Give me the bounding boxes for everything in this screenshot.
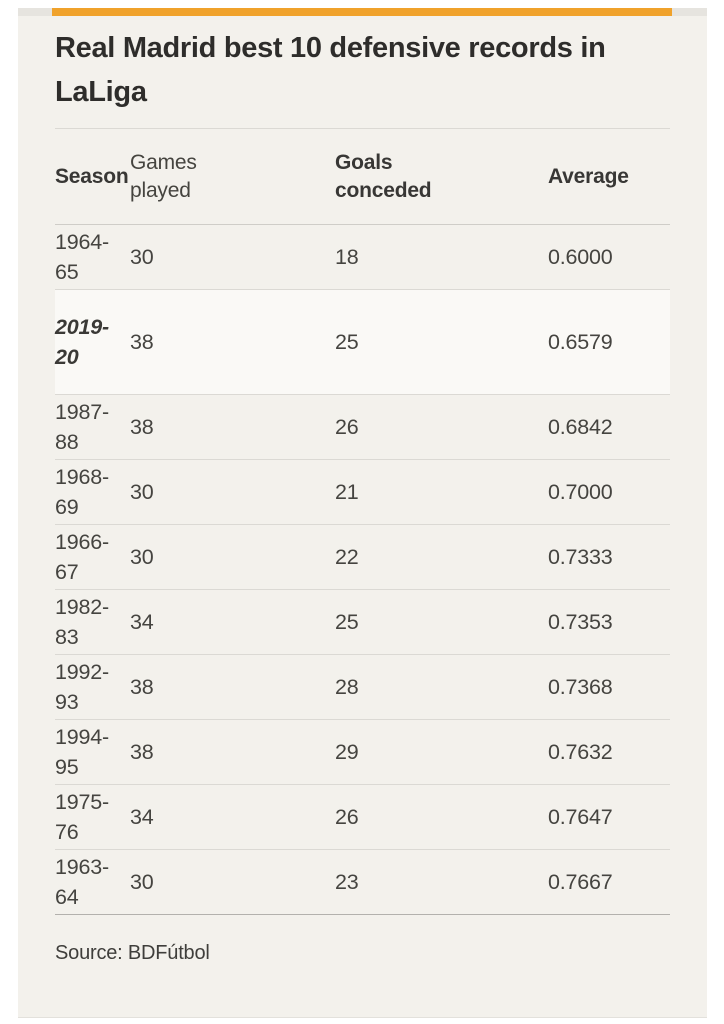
column-header-games-played: Games played	[130, 129, 335, 225]
cell-season: 1968-69	[55, 465, 109, 519]
source-note: Source: BDFútbol	[55, 942, 210, 964]
top-bar	[18, 8, 707, 16]
cell-games-played: 38	[130, 289, 335, 395]
cell-season: 1975-76	[55, 790, 109, 844]
cell-season: 1966-67	[55, 530, 109, 584]
table-row: 1968-69 30 21 0.7000	[55, 460, 670, 525]
cell-season: 1987-88	[55, 400, 109, 454]
column-header-season-label: Season	[55, 164, 129, 188]
cell-goals-conceded: 23	[335, 870, 359, 894]
table-row: 1994-95 38 29 0.7632	[55, 720, 670, 785]
column-header-games-played-label: Games played	[130, 150, 197, 202]
column-header-average: Average	[548, 129, 670, 225]
cell-goals-conceded: 22	[335, 545, 359, 569]
cell-goals-conceded: 21	[335, 480, 359, 504]
table-header: Season Games played Goals conceded Avera…	[55, 128, 670, 225]
cell-average: 0.7647	[548, 805, 613, 829]
cell-games-played: 30	[130, 870, 154, 894]
cell-average: 0.7368	[548, 675, 613, 699]
cell-goals-conceded: 29	[335, 740, 359, 764]
table-body: 1964-65 30 18 0.6000 2019-20 38 25 0.6579 1987-8…	[55, 225, 670, 915]
cell-average: 0.7333	[548, 545, 613, 569]
column-header-average-label: Average	[548, 164, 629, 188]
cell-season: 1964-65	[55, 230, 109, 284]
page: Real Madrid best 10 defensive records in…	[0, 8, 724, 1024]
records-table: Season Games played Goals conceded Avera…	[55, 128, 670, 915]
cell-season: 1994-95	[55, 725, 109, 779]
table-row: 1964-65 30 18 0.6000	[55, 225, 670, 290]
column-header-season: Season	[55, 129, 130, 225]
cell-goals-conceded: 26	[335, 805, 359, 829]
cell-games-played: 30	[130, 245, 154, 269]
cell-games-played: 38	[130, 675, 154, 699]
cell-games-played: 38	[130, 415, 154, 439]
cell-goals-conceded: 25	[335, 289, 548, 395]
cell-average: 0.6842	[548, 415, 613, 439]
cell-season: 1992-93	[55, 660, 109, 714]
table-row: 1987-88 38 26 0.6842	[55, 395, 670, 460]
cell-average: 0.7667	[548, 870, 613, 894]
cell-games-played: 30	[130, 545, 154, 569]
cell-goals-conceded: 18	[335, 245, 359, 269]
cell-goals-conceded: 28	[335, 675, 359, 699]
cell-season: 1963-64	[55, 855, 109, 909]
top-bar-accent	[52, 8, 672, 16]
header-row: Season Games played Goals conceded Avera…	[55, 128, 670, 225]
table-row: 1963-64 30 23 0.7667	[55, 850, 670, 915]
table-row: 1975-76 34 26 0.7647	[55, 785, 670, 850]
cell-goals-conceded: 26	[335, 415, 359, 439]
cell-games-played: 34	[130, 610, 154, 634]
chart-title: Real Madrid best 10 defensive records in…	[55, 32, 606, 108]
cell-games-played: 30	[130, 480, 154, 504]
table-row: 1982-83 34 25 0.7353	[55, 590, 670, 655]
table-row: 1966-67 30 22 0.7333	[55, 525, 670, 590]
cell-average: 0.7632	[548, 740, 613, 764]
chart-panel: Real Madrid best 10 defensive records in…	[18, 16, 707, 1018]
cell-average: 0.7353	[548, 610, 613, 634]
table-row: 2019-20 38 25 0.6579	[55, 289, 670, 395]
cell-average: 0.6000	[548, 245, 613, 269]
column-header-goals-conceded: Goals conceded	[335, 129, 548, 225]
cell-average: 0.7000	[548, 480, 613, 504]
column-header-goals-conceded-label: Goals conceded	[335, 150, 432, 202]
cell-average: 0.6579	[548, 289, 670, 395]
cell-season: 2019-20	[55, 289, 130, 395]
table-row: 1992-93 38 28 0.7368	[55, 655, 670, 720]
cell-goals-conceded: 25	[335, 610, 359, 634]
cell-games-played: 38	[130, 740, 154, 764]
cell-season: 1982-83	[55, 595, 109, 649]
cell-games-played: 34	[130, 805, 154, 829]
